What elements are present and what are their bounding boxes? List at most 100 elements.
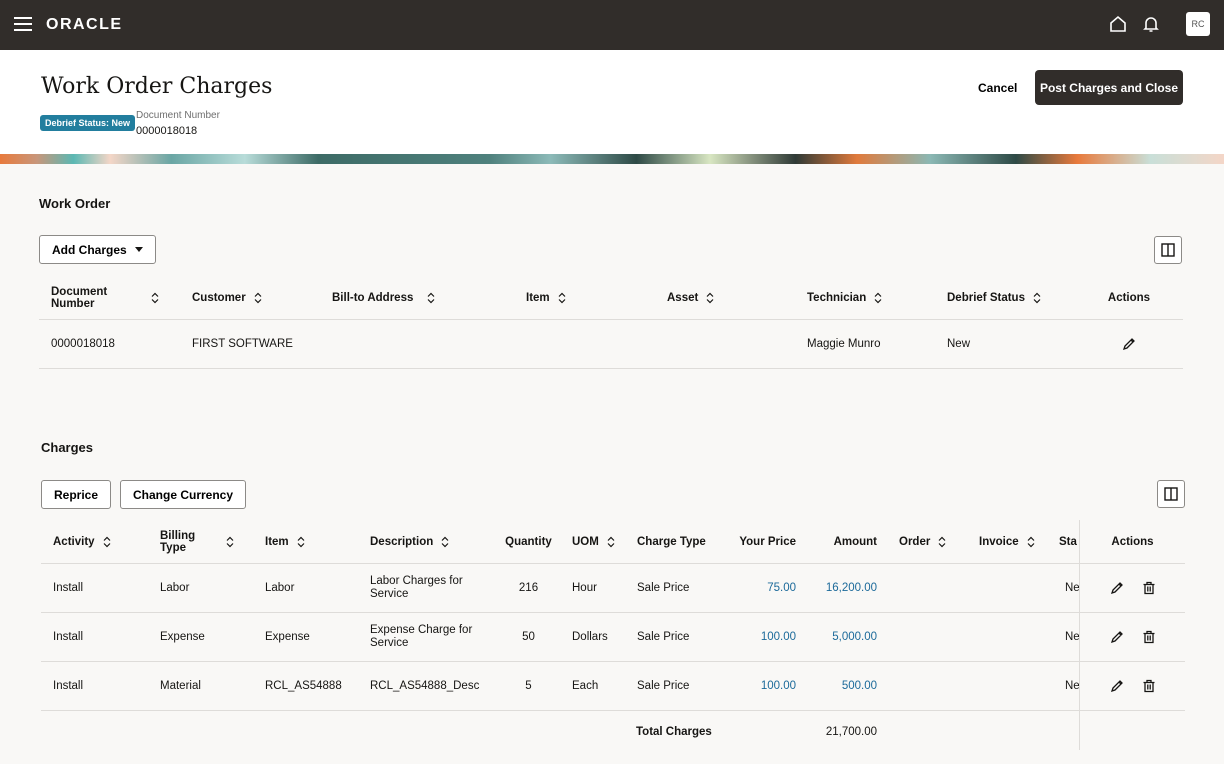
column-header[interactable]: Charge Type [625,520,716,564]
table-cell-text: Sale Price [637,630,690,643]
column-header-text: Debrief Status [947,291,1025,304]
change-currency-button[interactable]: Change Currency [120,480,247,509]
home-icon[interactable] [1108,14,1128,34]
sort-icon[interactable] [226,536,234,548]
table-cell: Expense Charge for Service [358,613,497,662]
table-cell [514,320,655,369]
table-cell [967,613,1047,662]
price-link[interactable]: 5,000.00 [806,613,887,662]
work-order-table: Document Number Customer Bill-to Address It… [39,276,1183,369]
column-header[interactable]: Debrief Status [935,276,1075,320]
column-header[interactable]: Your Price [716,520,806,564]
column-header-text: Quantity [505,535,552,548]
add-charges-button[interactable]: Add Charges [39,235,156,264]
table-cell-text: Hour [572,581,597,594]
table-cell: Sale Price [625,662,716,711]
table-cell: Labor Charges for Service [358,564,497,613]
column-header-text: Your Price [739,535,796,548]
price-link[interactable]: 500.00 [806,662,887,711]
reprice-button[interactable]: Reprice [41,480,112,509]
table-cell: Install [41,613,148,662]
frozen-column-divider [1079,520,1080,750]
delete-icon[interactable] [1142,581,1156,595]
edit-icon[interactable] [1110,630,1124,644]
cancel-button[interactable]: Cancel [966,70,1029,105]
column-header[interactable]: Item [253,520,358,564]
column-header[interactable]: Invoice [967,520,1047,564]
page-title: Work Order Charges [41,74,273,99]
sort-icon[interactable] [938,536,946,548]
edit-icon[interactable] [1110,679,1124,693]
table-cell: 5 [497,662,560,711]
sort-icon[interactable] [103,536,111,548]
decorative-banner [0,154,1224,164]
column-header-text: Billing Type [160,529,196,554]
column-header[interactable]: Technician [795,276,935,320]
column-header[interactable]: Order [887,520,967,564]
column-header-text: UOM [572,535,599,548]
sort-icon[interactable] [706,292,714,304]
table-cell-text: Ne [1065,679,1080,692]
column-header[interactable]: Activity [41,520,148,564]
column-header[interactable]: Document Number [39,276,180,320]
table-cell: Install [41,662,148,711]
table-cell-text: New [947,337,971,350]
table-cell-text: Expense [160,630,205,643]
table-cell-text: Each [572,679,599,692]
columns-button[interactable] [1157,480,1185,508]
column-header-text: Amount [833,535,877,548]
column-header[interactable]: Description [358,520,497,564]
price-link[interactable]: 75.00 [716,564,806,613]
price-link[interactable]: 100.00 [716,662,806,711]
column-header-text: Description [370,535,434,548]
column-header[interactable]: Quantity [497,520,560,564]
column-header[interactable]: Bill-to Address [320,276,514,320]
table-cell: RCL_AS54888 [253,662,358,711]
column-header[interactable]: Amount [806,520,887,564]
table-cell: Sale Price [625,613,716,662]
delete-icon[interactable] [1142,630,1156,644]
sort-icon[interactable] [151,292,159,304]
price-link[interactable]: 16,200.00 [806,564,887,613]
post-charges-button[interactable]: Post Charges and Close [1035,70,1183,105]
edit-icon[interactable] [1122,337,1136,351]
column-header[interactable]: UOM [560,520,625,564]
status-badge: Debrief Status: New [40,115,136,131]
sort-icon[interactable] [607,536,615,548]
avatar[interactable]: RC [1186,12,1210,36]
total-charges-value: 21,700.00 [825,726,877,738]
table-cell: 0000018018 [39,320,180,369]
column-header-text: Customer [192,291,246,304]
price-link[interactable]: 100.00 [716,613,806,662]
column-header[interactable]: Actions [1080,520,1185,564]
column-header[interactable]: Sta [1047,520,1080,564]
table-cell-text: Expense [265,630,310,643]
column-header[interactable]: Asset [655,276,795,320]
sort-icon[interactable] [1033,292,1041,304]
columns-button[interactable] [1154,236,1182,264]
menu-icon[interactable] [14,17,32,31]
sort-icon[interactable] [254,292,262,304]
columns-icon [1164,487,1178,501]
column-header[interactable]: Item [514,276,655,320]
column-header-text: Order [899,535,931,548]
table-cell: Expense [148,613,253,662]
sort-icon[interactable] [1027,536,1035,548]
table-cell [655,320,795,369]
column-header[interactable]: Actions [1075,276,1183,320]
sort-icon[interactable] [441,536,449,548]
table-cell-text: Expense Charge for Service [370,624,473,649]
edit-icon[interactable] [1110,581,1124,595]
delete-icon[interactable] [1142,679,1156,693]
sort-icon[interactable] [297,536,305,548]
sort-icon[interactable] [558,292,566,304]
column-header-text: Charge Type [637,535,706,548]
sort-icon[interactable] [427,292,435,304]
sort-icon[interactable] [874,292,882,304]
column-header-text: Document Number [51,285,108,310]
bell-icon[interactable] [1141,14,1161,34]
price-link-text: 5,000.00 [832,630,877,643]
charges-title: Charges [41,440,94,455]
column-header[interactable]: Customer [180,276,320,320]
column-header[interactable]: Billing Type [148,520,253,564]
